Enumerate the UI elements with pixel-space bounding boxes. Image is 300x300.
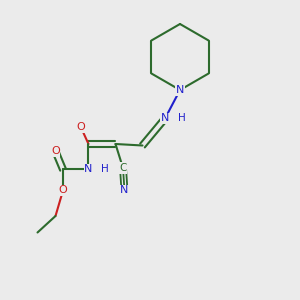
Text: O: O xyxy=(58,185,68,196)
Text: N: N xyxy=(161,113,169,124)
Text: O: O xyxy=(51,146,60,157)
Text: N: N xyxy=(176,85,184,95)
Text: C: C xyxy=(119,163,127,173)
Text: N: N xyxy=(84,164,93,175)
Text: H: H xyxy=(101,164,109,175)
Text: N: N xyxy=(120,185,129,196)
Text: O: O xyxy=(76,122,85,133)
Text: H: H xyxy=(178,113,185,124)
